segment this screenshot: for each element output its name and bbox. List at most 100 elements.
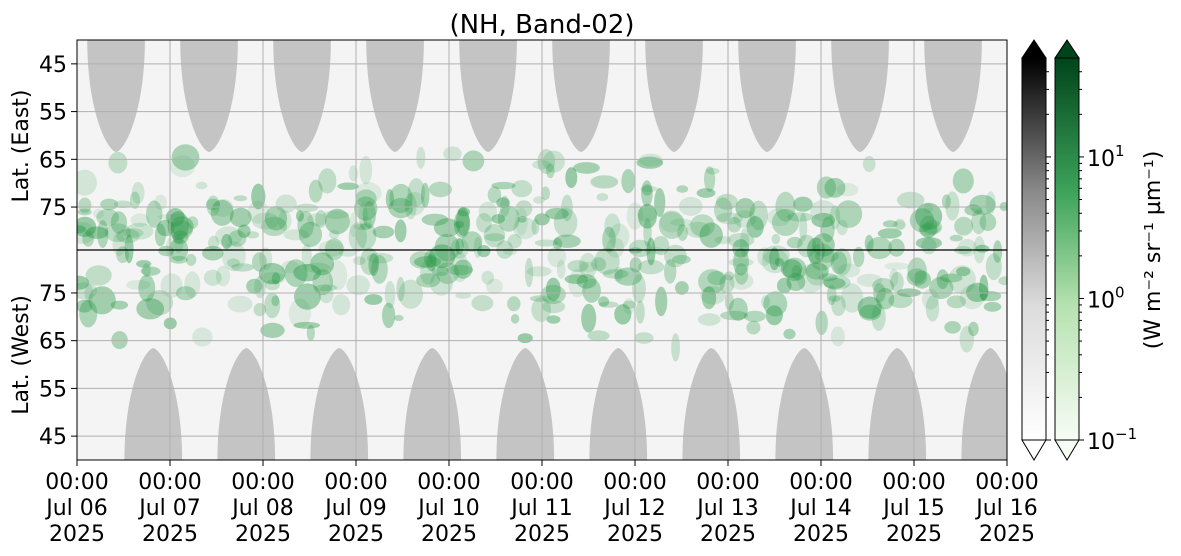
- x-tick-label: 00:00 Jul 10 2025: [416, 470, 480, 547]
- aurora-patch: [170, 220, 193, 240]
- aurora-patch: [324, 208, 350, 235]
- aurora-patch: [405, 193, 417, 220]
- aurora-patch: [614, 304, 632, 325]
- aurora-patch: [646, 237, 656, 266]
- aurora-patch: [556, 259, 566, 279]
- aurora-patch: [641, 184, 653, 196]
- aurora-patch: [884, 262, 910, 270]
- aurora-patch: [622, 300, 636, 309]
- aurora-patch: [131, 181, 145, 204]
- aurora-patch: [576, 274, 597, 289]
- aurora-patch: [567, 260, 589, 273]
- aurora-patch: [621, 169, 635, 194]
- aurora-patch: [307, 213, 327, 227]
- aurora-patch: [246, 231, 259, 239]
- aurora-patch: [283, 229, 309, 241]
- aurora-patch: [959, 284, 985, 310]
- aurora-patch: [664, 244, 687, 268]
- aurora-patch: [428, 181, 452, 198]
- aurora-patch: [720, 310, 749, 321]
- aurora-patch: [172, 230, 189, 244]
- aurora-patch: [946, 295, 967, 309]
- x-tick-label: 00:00 Jul 08 2025: [230, 470, 294, 547]
- colorbar-greens-extend-bottom: [1054, 439, 1080, 461]
- aurora-patch: [553, 234, 581, 248]
- aurora-patch: [578, 252, 598, 279]
- aurora-patch: [206, 195, 220, 217]
- aurora-patch: [629, 257, 642, 273]
- aurora-patch: [655, 286, 668, 317]
- aurora-patch: [707, 271, 727, 286]
- day-side-lobe-east: [366, 40, 424, 152]
- aurora-patch: [816, 176, 837, 199]
- aurora-patch: [598, 296, 610, 307]
- aurora-patch: [670, 218, 693, 227]
- aurora-patch: [420, 259, 436, 285]
- aurora-patch: [450, 238, 469, 259]
- aurora-patch: [348, 165, 359, 182]
- aurora-patch: [409, 251, 433, 269]
- aurora-patch: [221, 234, 233, 249]
- aurora-patch: [517, 215, 527, 223]
- aurora-patch: [483, 224, 506, 248]
- aurora-patch: [433, 218, 461, 238]
- aurora-patch: [892, 220, 906, 231]
- x-tick-label: 00:00 Jul 09 2025: [323, 470, 387, 547]
- aurora-patch: [890, 271, 904, 293]
- aurora-patch: [454, 220, 465, 229]
- aurora-patch: [640, 185, 658, 193]
- aurora-patch: [368, 253, 379, 277]
- aurora-patch: [360, 216, 372, 231]
- aurora-patch: [85, 226, 109, 239]
- aurora-patch: [856, 273, 883, 287]
- aurora-patch: [455, 292, 472, 299]
- day-side-lobe-west: [775, 348, 834, 460]
- aurora-patch: [769, 247, 780, 271]
- colorbar-ticks: 10−1 100 101: [1046, 71, 1137, 455]
- aurora-patch: [258, 262, 286, 285]
- aurora-patch: [921, 237, 937, 255]
- aurora-patch: [371, 255, 388, 284]
- aurora-patch: [728, 258, 754, 267]
- aurora-patch: [229, 207, 252, 228]
- aurora-patch: [169, 155, 196, 178]
- aurora-patch: [824, 177, 846, 198]
- aurora-patch: [791, 264, 802, 280]
- aurora-patch: [923, 203, 933, 214]
- aurora-patch: [830, 326, 845, 347]
- day-side-lobe-east: [924, 40, 982, 152]
- day-side-lobe-west: [124, 348, 183, 460]
- aurora-patch: [404, 191, 426, 216]
- aurora-patch: [733, 247, 749, 276]
- aurora-patch: [491, 214, 506, 224]
- aurora-patch: [823, 277, 846, 289]
- aurora-patch: [999, 202, 1007, 211]
- aurora-patch: [396, 276, 405, 302]
- aurora-patch: [956, 266, 971, 277]
- aurora-patch: [894, 218, 906, 230]
- aurora-patch: [546, 163, 555, 179]
- aurora-patch: [581, 303, 597, 333]
- y-tick-label: 45: [39, 425, 67, 450]
- aurora-patch: [170, 216, 194, 237]
- aurora-patch: [227, 295, 253, 313]
- aurora-patch: [783, 328, 796, 340]
- aurora-patch: [831, 294, 846, 317]
- aurora-patch: [922, 220, 943, 234]
- aurora-patch: [623, 298, 635, 315]
- x-axis: 00:00 Jul 06 2025 00:00 Jul 07 2025 00:00 Jul 0…: [44, 460, 1039, 547]
- day-side-lobe-east: [738, 40, 796, 152]
- aurora-patch: [677, 224, 688, 241]
- y-tick-label: 75: [39, 196, 67, 221]
- aurora-patch: [734, 263, 749, 285]
- aurora-patch: [979, 274, 989, 302]
- aurora-patch: [154, 194, 167, 210]
- aurora-patch: [169, 255, 188, 264]
- aurora-patch: [810, 200, 836, 221]
- aurora-patch: [167, 211, 189, 241]
- aurora-patch: [355, 182, 382, 205]
- aurora-patch: [690, 214, 715, 238]
- aurora-patch: [786, 236, 803, 249]
- day-side-lobe-west: [403, 348, 462, 460]
- aurora-patch: [491, 181, 516, 190]
